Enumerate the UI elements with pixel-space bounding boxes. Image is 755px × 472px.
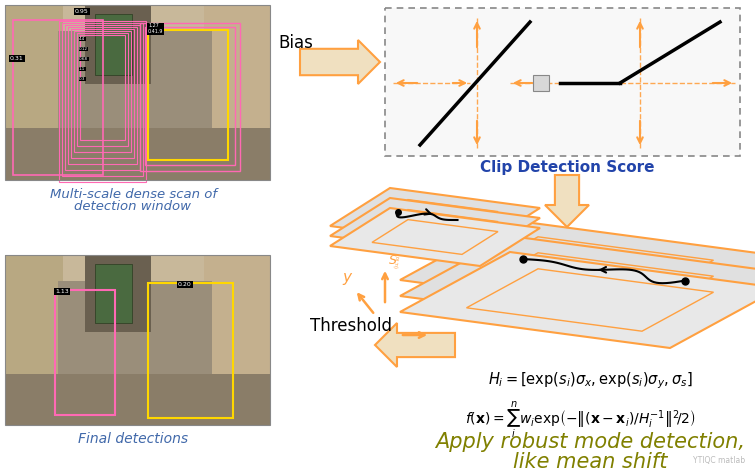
Bar: [74, 31, 131, 152]
Bar: [5, 374, 270, 425]
Text: 1.1: 1.1: [79, 67, 85, 71]
Bar: [77, 33, 128, 146]
Text: $f(\mathbf{x}) = \sum_i^n w_i \exp\!\left(-\left\|(\mathbf{x}-\mathbf{x}_i)/H_i^: $f(\mathbf{x}) = \sum_i^n w_i \exp\!\lef…: [464, 400, 695, 441]
Text: like mean shift: like mean shift: [513, 452, 667, 472]
Bar: [140, 23, 240, 171]
Text: 0.31: 0.31: [10, 56, 23, 61]
Bar: [95, 263, 132, 323]
Text: 4.4: 4.4: [79, 37, 85, 41]
Bar: [55, 290, 115, 415]
Text: Apply robust mode detection,: Apply robust mode detection,: [435, 432, 745, 452]
Text: Bias: Bias: [279, 34, 313, 52]
Bar: [204, 5, 270, 180]
Bar: [5, 255, 63, 425]
Text: $x$: $x$: [434, 329, 445, 345]
Bar: [62, 23, 143, 176]
Polygon shape: [400, 236, 755, 332]
Bar: [68, 27, 137, 164]
Bar: [65, 25, 140, 170]
Polygon shape: [375, 323, 455, 367]
Polygon shape: [330, 188, 540, 246]
Text: $_{(u,\log)}$: $_{(u,\log)}$: [393, 249, 406, 270]
Bar: [95, 14, 132, 75]
Text: 0.12: 0.12: [79, 47, 88, 51]
Bar: [145, 27, 235, 165]
Bar: [5, 5, 270, 31]
Bar: [85, 5, 151, 84]
Polygon shape: [545, 175, 589, 227]
Text: $S$: $S$: [388, 254, 398, 267]
Text: 0.3: 0.3: [79, 77, 85, 81]
Bar: [80, 35, 125, 140]
Text: $H_i = [\exp(s_i)\sigma_x, \exp(s_i)\sigma_y, \sigma_s]$: $H_i = [\exp(s_i)\sigma_x, \exp(s_i)\sig…: [488, 370, 692, 391]
Bar: [58, 31, 211, 180]
Bar: [533, 75, 549, 91]
Bar: [204, 255, 270, 425]
Bar: [58, 280, 211, 425]
Text: Final detections: Final detections: [78, 432, 188, 446]
Bar: [5, 5, 270, 180]
Bar: [59, 21, 146, 182]
Text: 0.68: 0.68: [79, 57, 88, 61]
Text: 0.20: 0.20: [178, 282, 192, 287]
Text: Clip Detection Score: Clip Detection Score: [479, 160, 655, 175]
Polygon shape: [330, 198, 540, 256]
Polygon shape: [400, 252, 755, 348]
Polygon shape: [330, 208, 540, 266]
Text: Multi-scale dense scan of: Multi-scale dense scan of: [50, 188, 217, 201]
Bar: [385, 8, 740, 156]
Polygon shape: [400, 220, 755, 316]
Text: Threshold: Threshold: [310, 317, 392, 335]
Text: 1.13: 1.13: [55, 289, 69, 294]
Text: 1.27
0.41.9: 1.27 0.41.9: [148, 23, 163, 34]
Text: $y$: $y$: [342, 271, 354, 287]
Bar: [148, 283, 233, 418]
Bar: [71, 29, 134, 158]
Bar: [5, 127, 270, 180]
Text: YTIQC matlab: YTIQC matlab: [693, 456, 745, 465]
Polygon shape: [300, 40, 380, 84]
Bar: [85, 255, 151, 331]
Bar: [5, 255, 270, 425]
Bar: [5, 5, 63, 180]
Bar: [13, 20, 103, 175]
Text: 0.95: 0.95: [75, 9, 89, 14]
Bar: [148, 30, 228, 160]
Bar: [5, 255, 270, 280]
Text: detection window: detection window: [75, 200, 192, 213]
